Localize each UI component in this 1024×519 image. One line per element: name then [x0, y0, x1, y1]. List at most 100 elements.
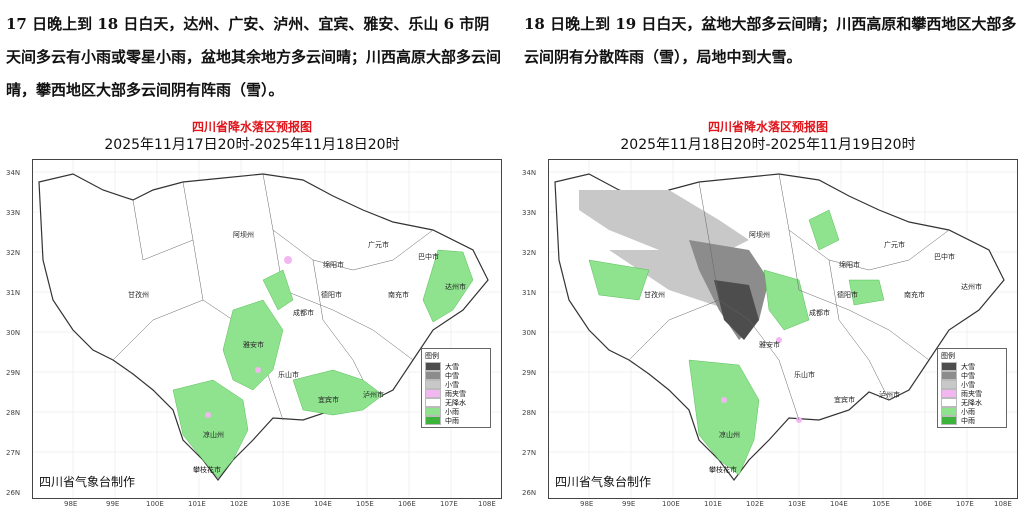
legend-swatch: [941, 362, 957, 371]
legend-swatch: [941, 407, 957, 416]
map-legend: 图例 大雪 中雪 小雪 雨夹雪 无降水 小雨 中雨: [421, 348, 491, 428]
legend-item: 雨夹雪: [941, 389, 1003, 398]
legend-label: 中雨: [961, 416, 975, 425]
lon-label: 102E: [230, 500, 248, 508]
lon-label: 99E: [106, 500, 120, 508]
city-label: 达州市: [961, 283, 982, 291]
lat-label: 28N: [522, 409, 537, 417]
city-label: 甘孜州: [644, 291, 665, 299]
legend-label: 大雪: [961, 362, 975, 371]
forecast-text: 18 日晚上到 19 日白天，盆地大部多云间晴；川西高原和攀西地区大部多云间阴有…: [524, 15, 1017, 66]
legend-item: 雨夹雪: [425, 389, 487, 398]
lat-label: 29N: [6, 369, 21, 377]
map-legend: 图例 大雪 中雪 小雪 雨夹雪 无降水 小雨 中雨: [937, 348, 1007, 428]
city-label: 南充市: [388, 291, 409, 299]
lon-label: 106E: [398, 500, 416, 508]
map-title: 四川省降水落区预报图: [191, 120, 312, 134]
lat-label: 29N: [522, 369, 537, 377]
legend-label: 小雨: [445, 407, 459, 416]
credit-text: 四川省气象台制作: [555, 475, 652, 489]
map-title: 四川省降水落区预报图: [707, 120, 828, 134]
lon-label: 99E: [622, 500, 636, 508]
city-label: 宜宾市: [318, 396, 339, 404]
legend-swatch: [941, 416, 957, 425]
legend-swatch: [425, 416, 441, 425]
left-forecast-panel: 17 日晚上到 18 日白天，达州、广安、泸州、宜宾、雅安、乐山 6 市阴天间多…: [0, 0, 506, 519]
lon-label: 107E: [956, 500, 974, 508]
legend-item: 小雪: [941, 380, 1003, 389]
lat-label: 32N: [6, 249, 21, 257]
legend-item: 小雨: [425, 407, 487, 416]
city-label: 雅安市: [243, 341, 264, 349]
city-label: 达州市: [445, 283, 466, 291]
city-label: 泸州市: [363, 391, 384, 399]
legend-item: 中雨: [425, 416, 487, 425]
lon-label: 103E: [788, 500, 806, 508]
legend-item: 大雪: [941, 362, 1003, 371]
legend-item: 中雨: [941, 416, 1003, 425]
legend-label: 小雪: [445, 380, 459, 389]
precip-map: 四川省降水落区预报图 2025年11月17日20时-2025年11月18日20时: [2, 114, 502, 518]
city-label: 德阳市: [837, 291, 858, 299]
lon-label: 104E: [830, 500, 848, 508]
lon-label: 98E: [580, 500, 594, 508]
legend-swatch: [425, 371, 441, 380]
lon-label: 101E: [188, 500, 206, 508]
map-frame: 阿坝州 甘孜州 绵阳市 广元市 巴中市 达州市 南充市 德阳市 成都市 雅安市 …: [548, 159, 1018, 499]
legend-item: 无降水: [425, 398, 487, 407]
lat-label: 31N: [6, 289, 21, 297]
legend-swatch: [941, 389, 957, 398]
city-label: 广元市: [368, 241, 389, 249]
legend-label: 雨夹雪: [445, 389, 466, 398]
sichuan-map-svg: [549, 160, 1017, 498]
city-label: 巴中市: [418, 253, 439, 261]
legend-swatch: [941, 380, 957, 389]
lat-label: 27N: [6, 449, 21, 457]
map-subtitle: 2025年11月17日20时-2025年11月18日20时: [104, 137, 400, 153]
credit-text: 四川省气象台制作: [39, 475, 136, 489]
lon-label: 101E: [704, 500, 722, 508]
legend-label: 无降水: [961, 398, 982, 407]
city-label: 宜宾市: [834, 396, 855, 404]
lon-label: 100E: [662, 500, 680, 508]
city-label: 德阳市: [321, 291, 342, 299]
precip-map: 四川省降水落区预报图 2025年11月18日20时-2025年11月19日20时: [518, 114, 1018, 518]
legend-swatch: [941, 371, 957, 380]
legend-title: 图例: [425, 352, 439, 360]
city-label: 雅安市: [759, 341, 780, 349]
legend-label: 中雨: [445, 416, 459, 425]
lat-label: 30N: [522, 329, 537, 337]
city-label: 巴中市: [934, 253, 955, 261]
legend-title: 图例: [941, 352, 955, 360]
sichuan-map-svg: [33, 160, 501, 498]
lon-label: 102E: [746, 500, 764, 508]
lat-label: 26N: [522, 489, 537, 497]
legend-item: 小雪: [425, 380, 487, 389]
legend-label: 雨夹雪: [961, 389, 982, 398]
legend-swatch: [425, 362, 441, 371]
legend-item: 小雨: [941, 407, 1003, 416]
city-label: 乐山市: [278, 371, 299, 379]
city-label: 成都市: [293, 309, 314, 317]
map-frame: 阿坝州 甘孜州 绵阳市 广元市 巴中市 达州市 南充市 德阳市 成都市 雅安市 …: [32, 159, 502, 499]
lon-label: 100E: [146, 500, 164, 508]
city-label: 凉山州: [719, 431, 740, 439]
lat-label: 28N: [6, 409, 21, 417]
lat-label: 31N: [522, 289, 537, 297]
city-label: 绵阳市: [839, 261, 860, 269]
lat-label: 30N: [6, 329, 21, 337]
lat-label: 33N: [522, 209, 537, 217]
legend-label: 大雪: [445, 362, 459, 371]
city-label: 乐山市: [794, 371, 815, 379]
lat-label: 34N: [522, 169, 537, 177]
legend-swatch: [425, 380, 441, 389]
legend-label: 小雨: [961, 407, 975, 416]
city-label: 甘孜州: [128, 291, 149, 299]
city-label: 阿坝州: [749, 231, 770, 239]
legend-item: 中雪: [941, 371, 1003, 380]
legend-item: 无降水: [941, 398, 1003, 407]
lat-label: 26N: [6, 489, 21, 497]
city-label: 泸州市: [879, 391, 900, 399]
city-label: 攀枝花市: [709, 466, 737, 474]
city-label: 成都市: [809, 309, 830, 317]
